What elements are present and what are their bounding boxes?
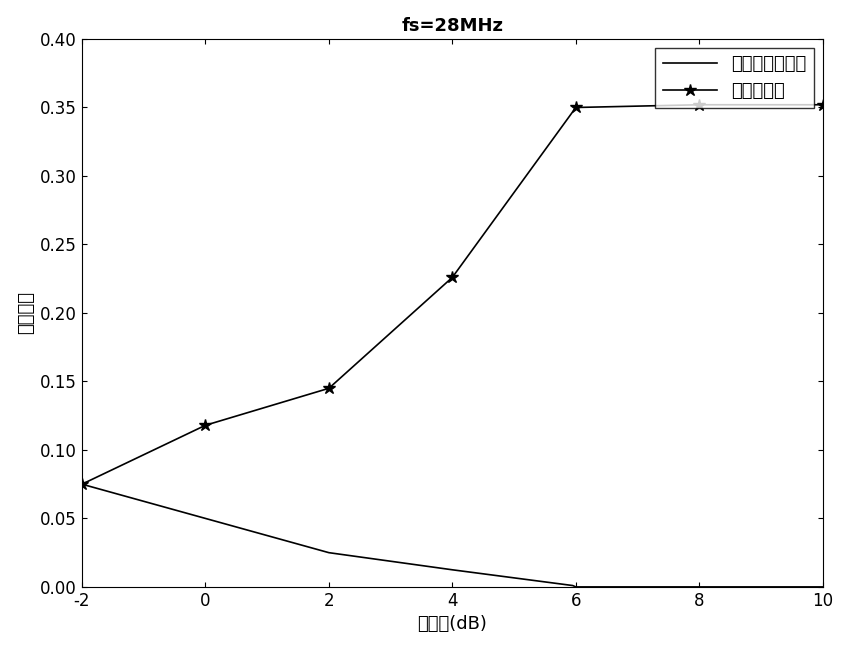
传统的算法 (76, 480, 87, 488)
本发明中的算法 (201, 515, 211, 523)
本发明中的算法 (447, 566, 457, 574)
本发明中的算法 (694, 583, 705, 591)
Line: 传统的算法: 传统的算法 (76, 99, 829, 491)
本发明中的算法 (76, 480, 87, 488)
Legend: 本发明中的算法, 传统的算法: 本发明中的算法, 传统的算法 (655, 48, 813, 107)
本发明中的算法 (324, 549, 334, 556)
本发明中的算法 (568, 582, 578, 590)
传统的算法 (324, 384, 334, 392)
Y-axis label: 均方误差: 均方误差 (17, 291, 35, 335)
Line: 本发明中的算法: 本发明中的算法 (82, 484, 823, 587)
本发明中的算法 (818, 583, 828, 591)
本发明中的算法 (570, 583, 581, 591)
传统的算法 (570, 103, 581, 111)
Title: fs=28MHz: fs=28MHz (401, 17, 503, 34)
传统的算法 (201, 421, 211, 429)
传统的算法 (818, 101, 828, 109)
传统的算法 (447, 274, 457, 281)
X-axis label: 信噪比(dB): 信噪比(dB) (417, 616, 487, 633)
传统的算法 (694, 101, 705, 109)
